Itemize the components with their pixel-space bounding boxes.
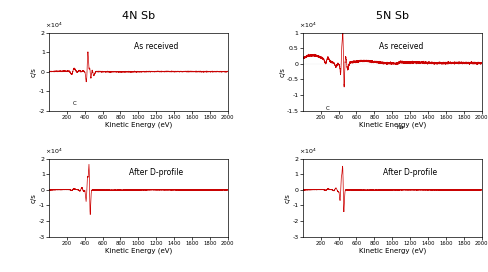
Text: $\times10^4$: $\times10^4$ bbox=[45, 20, 63, 30]
Text: C: C bbox=[325, 106, 329, 111]
Text: 4N Sb: 4N Sb bbox=[122, 11, 155, 21]
Text: O: O bbox=[93, 163, 97, 168]
Y-axis label: c/s: c/s bbox=[31, 67, 37, 76]
Text: As received: As received bbox=[134, 42, 178, 51]
Y-axis label: c/s: c/s bbox=[285, 193, 290, 203]
Text: C: C bbox=[72, 101, 76, 106]
Text: $\times10^4$: $\times10^4$ bbox=[299, 146, 316, 156]
Text: $\times10^4$: $\times10^4$ bbox=[45, 146, 63, 156]
Y-axis label: c/s: c/s bbox=[31, 193, 37, 203]
Text: $\times10^4$: $\times10^4$ bbox=[299, 20, 316, 30]
Text: After D-profile: After D-profile bbox=[129, 168, 183, 177]
Text: Na: Na bbox=[396, 125, 404, 129]
Text: As received: As received bbox=[378, 42, 423, 51]
Text: After D-profile: After D-profile bbox=[382, 168, 436, 177]
Text: O: O bbox=[346, 163, 350, 168]
Text: Sb: Sb bbox=[90, 175, 97, 180]
X-axis label: Kinetic Energy (eV): Kinetic Energy (eV) bbox=[358, 247, 425, 254]
X-axis label: Kinetic Energy (eV): Kinetic Energy (eV) bbox=[104, 121, 172, 128]
Text: 5N Sb: 5N Sb bbox=[375, 11, 408, 21]
X-axis label: Kinetic Energy (eV): Kinetic Energy (eV) bbox=[358, 121, 425, 128]
Y-axis label: c/s: c/s bbox=[279, 67, 285, 76]
Text: Sb: Sb bbox=[343, 175, 350, 180]
X-axis label: Kinetic Energy (eV): Kinetic Energy (eV) bbox=[104, 247, 172, 254]
